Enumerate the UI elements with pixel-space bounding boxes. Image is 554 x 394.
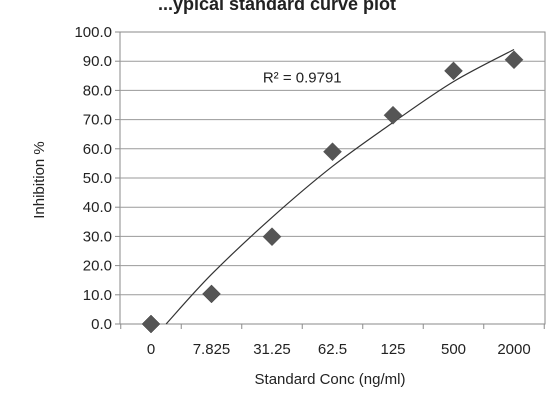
x-tick-label: 0: [147, 341, 155, 358]
x-tick-label: 500: [441, 341, 466, 358]
data-point-diamond: [504, 50, 524, 70]
trendline: [165, 48, 515, 325]
y-tick-label: 70.0: [83, 112, 112, 129]
trendline-layer: [165, 48, 515, 325]
data-point-diamond: [444, 61, 463, 81]
data-point-diamond: [383, 105, 403, 125]
y-axis-label: Inhibition %: [31, 141, 48, 219]
y-tick-label: 90.0: [83, 53, 112, 70]
y-tick-label: 100.0: [74, 24, 112, 41]
y-tick-label: 0.0: [91, 316, 112, 333]
x-tick-label: 7.825: [193, 341, 231, 358]
y-tick-label: 20.0: [83, 258, 112, 275]
x-tick-label: 2000: [497, 341, 530, 358]
x-axis-ticks: 0 7.825 31.25 62.5 125 500 2000: [120, 324, 545, 358]
data-point-diamond: [262, 227, 282, 247]
y-tick-label: 50.0: [83, 170, 112, 187]
x-tick-label: 62.5: [318, 341, 347, 358]
x-tick-label: 125: [380, 341, 405, 358]
data-points: [141, 50, 524, 334]
y-tick-label: 10.0: [83, 287, 112, 304]
data-point-diamond: [323, 142, 342, 162]
x-tick-label: 31.25: [253, 341, 291, 358]
y-tick-label: 30.0: [83, 228, 112, 245]
y-tick-label: 40.0: [83, 199, 112, 216]
y-axis-ticks: 0.0 10.0 20.0 30.0 40.0 50.0 60.0 70.0 80.0 90.0 1…: [74, 24, 120, 333]
y-tick-label: 60.0: [83, 141, 112, 158]
chart-title: ...ypical standard curve plot: [158, 0, 396, 14]
x-axis-label: Standard Conc (ng/ml): [255, 371, 406, 388]
r-squared-annotation: R² = 0.9791: [263, 69, 342, 86]
data-point-diamond: [141, 314, 161, 334]
data-point-diamond: [202, 284, 221, 304]
y-tick-label: 80.0: [83, 82, 112, 99]
